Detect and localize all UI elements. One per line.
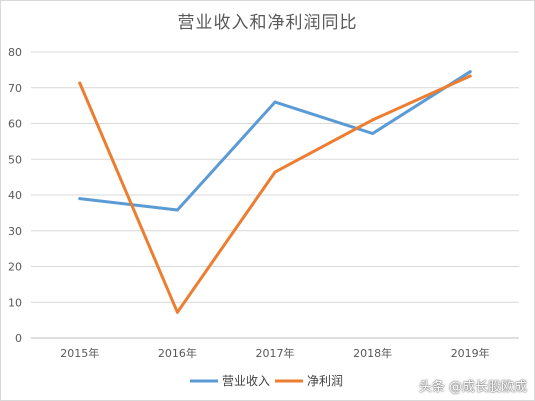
data-point [371, 132, 375, 136]
data-point [273, 170, 277, 174]
series-line-1 [78, 74, 472, 314]
legend-label-1: 净利润 [307, 374, 343, 388]
x-tick-label: 2015年 [60, 346, 99, 360]
y-tick-label: 50 [8, 153, 22, 166]
y-tick-label: 10 [8, 296, 22, 309]
data-point [468, 70, 472, 74]
x-tick-label: 2018年 [353, 346, 392, 360]
legend: 营业收入 净利润 [190, 374, 343, 388]
legend-label-0: 营业收入 [222, 374, 270, 388]
data-point [468, 74, 472, 78]
y-tick-label: 40 [8, 189, 22, 202]
data-point [371, 118, 375, 122]
x-tick-label: 2016年 [158, 346, 197, 360]
y-tick-label: 70 [8, 82, 22, 95]
data-point [175, 208, 179, 212]
y-tick-label: 20 [8, 261, 22, 274]
x-tick-label: 2017年 [256, 346, 295, 360]
y-tick-label: 30 [8, 225, 22, 238]
x-axis: 2015年 2016年 2017年 2018年 2019年 [60, 346, 489, 360]
data-point [273, 100, 277, 104]
watermark: 头条 @成长股欧成 [418, 380, 527, 395]
y-tick-label: 80 [8, 46, 22, 59]
data-point [175, 310, 179, 314]
series-lines [78, 70, 472, 314]
y-tick-label: 60 [8, 118, 22, 131]
data-point [78, 197, 82, 201]
series-line-0 [78, 70, 472, 212]
grid-lines [31, 51, 519, 339]
y-tick-label: 0 [15, 332, 22, 345]
data-point [78, 81, 82, 85]
x-tick-label: 2019年 [451, 346, 490, 360]
y-axis: 0 10 20 30 40 50 60 70 80 [8, 46, 22, 345]
chart-title: 营业收入和净利润同比 [177, 13, 358, 33]
